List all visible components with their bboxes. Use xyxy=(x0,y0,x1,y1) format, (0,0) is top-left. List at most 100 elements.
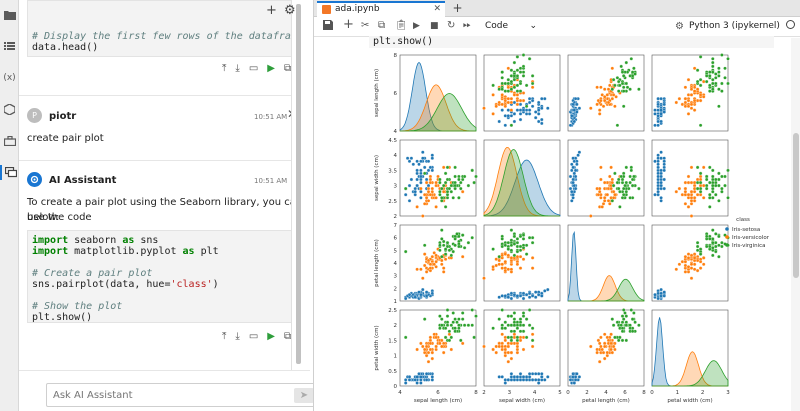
scatter-point xyxy=(421,287,425,292)
notebook-scrollbar[interactable] xyxy=(791,38,800,411)
copy-icon[interactable]: ⧉ xyxy=(378,20,386,31)
scatter-point xyxy=(609,165,613,170)
scatter-point xyxy=(570,114,574,118)
scatter-point xyxy=(683,189,688,194)
scatter-point xyxy=(497,344,501,349)
user-message-text: create pair plot xyxy=(27,133,104,144)
new-tab-button[interactable]: + xyxy=(452,1,463,15)
scatter-point xyxy=(441,183,446,188)
add-cell-icon[interactable]: + xyxy=(343,17,354,32)
scatter-point xyxy=(662,177,666,182)
scatter-point xyxy=(470,308,474,312)
scatter-point xyxy=(443,247,448,251)
scatter-point xyxy=(536,372,541,376)
close-icon[interactable]: ✕ xyxy=(433,4,441,14)
scatter-point xyxy=(512,317,517,321)
scatter-point xyxy=(628,87,632,91)
scatter-point xyxy=(428,174,433,179)
scatter-point xyxy=(711,189,715,194)
scrollbar-thumb[interactable] xyxy=(793,133,799,278)
copy-icon[interactable]: ⧉ xyxy=(284,63,292,74)
run-icon[interactable]: ▶ xyxy=(267,63,275,74)
assistant-text-line-1: To create a pair plot using the Seaborn … xyxy=(27,197,303,223)
scatter-point xyxy=(717,171,721,176)
scatter-point xyxy=(491,93,495,97)
paste-icon[interactable]: 📋︎ xyxy=(395,20,408,31)
new-chat-icon[interactable]: + xyxy=(266,3,277,18)
list-icon[interactable] xyxy=(2,38,17,53)
insert-below-icon[interactable]: ⤓ xyxy=(235,63,240,74)
scatter-point xyxy=(530,240,535,245)
chat-scrollbar[interactable]: + ⚙ xyxy=(266,0,313,370)
send-button[interactable]: ➤ xyxy=(294,388,314,403)
scatter-point xyxy=(524,112,529,116)
scatter-point xyxy=(419,189,423,194)
scatter-point xyxy=(610,96,615,101)
scatter-point xyxy=(708,74,712,78)
cell-type-select[interactable]: Code ⌄ xyxy=(482,19,537,34)
replace-cell-icon[interactable]: ▭ xyxy=(248,63,259,74)
scatter-point xyxy=(455,232,459,236)
scatter-point xyxy=(570,168,574,173)
scatter-point xyxy=(518,81,523,86)
x-tick-label: 2 xyxy=(701,390,705,396)
scatter-point xyxy=(474,314,478,318)
scatter-point xyxy=(424,196,429,200)
scatter-point xyxy=(515,320,520,324)
restart-icon[interactable]: ↻ xyxy=(447,20,456,31)
fast-forward-icon[interactable]: ⏩︎ xyxy=(463,20,471,31)
x-axis-label: sepal width (cm) xyxy=(499,398,545,404)
scatter-point xyxy=(509,68,514,72)
insert-above-icon[interactable]: ⤒ xyxy=(222,331,227,342)
scatter-point xyxy=(624,60,629,65)
y-axis-label: sepal width (cm) xyxy=(374,155,380,201)
scatter-point xyxy=(503,350,508,355)
tab-notebook[interactable]: ada.ipynb ✕ xyxy=(317,1,445,17)
chat-input[interactable] xyxy=(53,388,273,403)
settings-gear-icon[interactable]: ⚙ xyxy=(284,3,296,18)
scrollbar-thumb[interactable] xyxy=(296,4,301,364)
stop-icon[interactable]: ■ xyxy=(430,21,439,31)
scatter-point xyxy=(621,104,626,109)
subplot-frame xyxy=(651,54,729,132)
scatter-point xyxy=(503,381,508,385)
run-icon[interactable]: ▶ xyxy=(267,331,275,342)
scatter-point xyxy=(589,106,593,110)
insert-below-icon[interactable]: ⤓ xyxy=(235,331,240,342)
scatter-point xyxy=(447,329,452,334)
scatter-point xyxy=(521,108,526,112)
folder-icon[interactable] xyxy=(2,7,17,22)
cut-icon[interactable]: ✂ xyxy=(361,20,370,31)
code-token: 'class' xyxy=(170,279,213,290)
save-icon[interactable] xyxy=(323,20,333,33)
run-icon[interactable]: ▶ xyxy=(413,21,420,31)
toolbox-icon[interactable] xyxy=(2,133,17,148)
scatter-point xyxy=(698,266,703,270)
scatter-point xyxy=(421,150,425,154)
scatter-point xyxy=(576,153,580,157)
copy-icon[interactable]: ⧉ xyxy=(284,331,292,342)
extension-icon[interactable] xyxy=(2,102,17,117)
scatter-point xyxy=(656,108,660,112)
kde-curve xyxy=(483,149,560,217)
chat-input-box[interactable]: ➤ xyxy=(46,383,319,407)
scatter-point xyxy=(656,174,660,179)
replace-cell-icon[interactable]: ▭ xyxy=(248,331,259,342)
scatter-point xyxy=(509,96,514,101)
scatter-point xyxy=(695,192,700,197)
y-axis-label: petal width (cm) xyxy=(374,325,380,370)
scatter-point xyxy=(674,100,679,105)
chat-icon[interactable] xyxy=(0,165,19,180)
scatter-point xyxy=(530,81,535,86)
settings-gear-icon[interactable]: ⚙ xyxy=(675,21,684,32)
scatter-point xyxy=(422,317,427,321)
insert-above-icon[interactable]: ⤒ xyxy=(222,63,227,74)
code-cell-tail[interactable]: plt.show() xyxy=(369,36,774,48)
scatter-point xyxy=(460,341,465,346)
variables-icon[interactable]: (x) xyxy=(3,72,16,83)
scatter-point xyxy=(512,329,517,334)
scatter-point xyxy=(451,320,455,324)
scatter-point xyxy=(659,168,663,173)
y-tick-label: 0 xyxy=(394,384,398,390)
code-content: import seaborn as sns import matplotlib.… xyxy=(32,235,219,323)
